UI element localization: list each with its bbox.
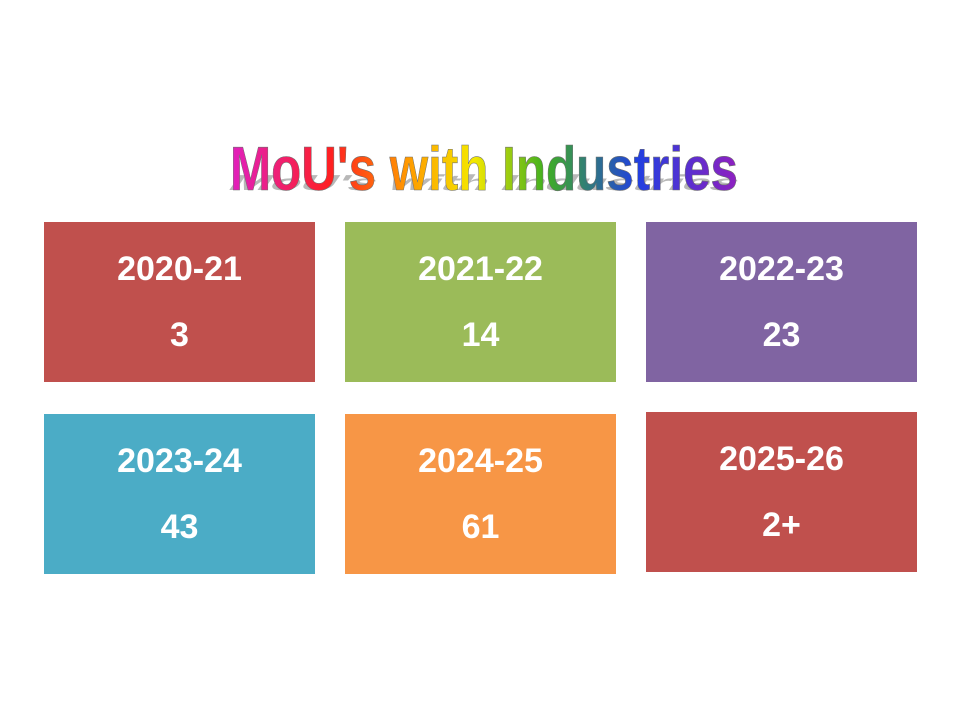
tile: 2023-24 43 <box>44 414 315 574</box>
tile-year: 2025-26 <box>719 440 844 478</box>
tile-count: 2+ <box>762 506 801 544</box>
tile-count: 14 <box>461 316 500 354</box>
tile-year: 2022-23 <box>719 250 844 288</box>
tile-year: 2023-24 <box>117 442 242 480</box>
tile: 2020-21 3 <box>44 222 315 382</box>
tile: 2022-23 23 <box>646 222 917 382</box>
tile-count: 43 <box>160 508 199 546</box>
tile-year: 2021-22 <box>418 250 543 288</box>
tile: 2021-22 14 <box>345 222 616 382</box>
tile: 2024-25 61 <box>345 414 616 574</box>
tile-year: 2020-21 <box>117 250 242 288</box>
tile-count: 23 <box>762 316 801 354</box>
tile-count: 3 <box>170 316 189 354</box>
title-shadow: MoU's with Industries <box>222 171 747 195</box>
title-art: MoU's with Industries MoU's with Industr… <box>222 135 747 205</box>
title: MoU's with Industries <box>230 135 738 204</box>
tile-count: 61 <box>461 508 500 546</box>
tile: 2025-26 2+ <box>646 412 917 572</box>
tile-year: 2024-25 <box>418 442 543 480</box>
